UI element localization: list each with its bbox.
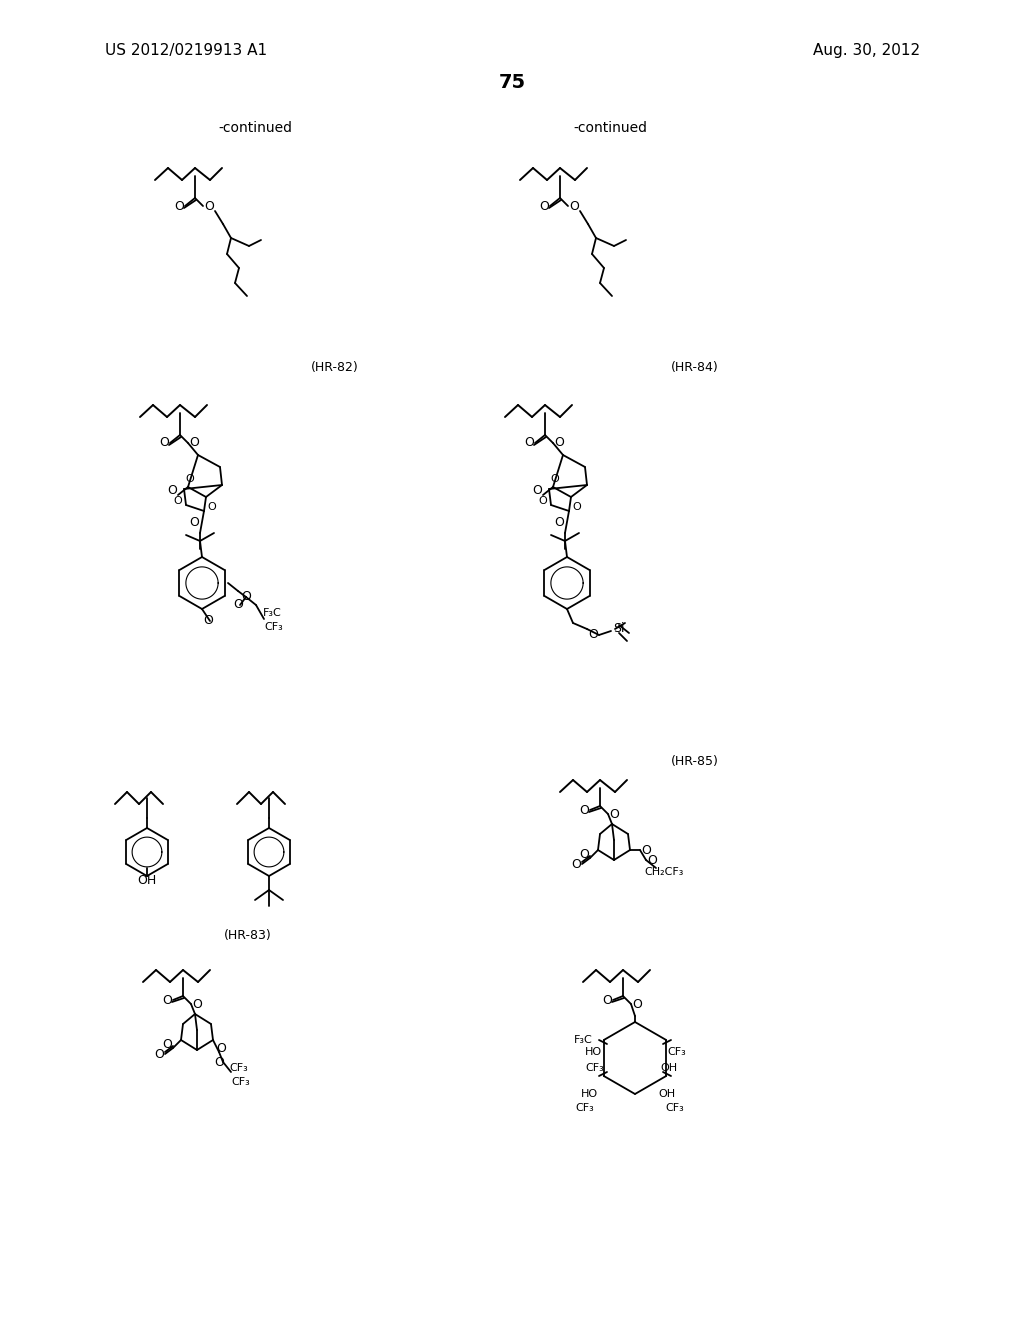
Text: O: O [572,502,582,512]
Text: CF₃: CF₃ [586,1063,604,1073]
Text: F₃C: F₃C [262,609,282,618]
Text: CH₂CF₃: CH₂CF₃ [644,867,684,876]
Text: O: O [539,199,549,213]
Text: HO: HO [585,1047,601,1057]
Text: (HR-83): (HR-83) [224,928,272,941]
Text: CF₃: CF₃ [666,1104,684,1113]
Text: Si: Si [613,623,625,635]
Text: O: O [208,502,216,512]
Text: O: O [203,615,213,627]
Text: O: O [162,1038,172,1051]
Text: O: O [154,1048,164,1060]
Text: Aug. 30, 2012: Aug. 30, 2012 [813,42,920,58]
Text: O: O [216,1041,226,1055]
Text: US 2012/0219913 A1: US 2012/0219913 A1 [105,42,267,58]
Text: O: O [641,843,651,857]
Text: CF₃: CF₃ [231,1077,251,1086]
Text: O: O [174,496,182,506]
Text: O: O [571,858,581,870]
Text: O: O [579,847,589,861]
Text: (HR-84): (HR-84) [671,362,719,375]
Text: OH: OH [137,874,157,887]
Text: O: O [539,496,548,506]
Text: O: O [569,199,579,213]
Text: O: O [609,808,618,821]
Text: O: O [532,484,542,498]
Text: CF₃: CF₃ [668,1047,686,1057]
Text: O: O [204,199,214,213]
Text: -continued: -continued [573,121,647,135]
Text: OH: OH [660,1063,678,1073]
Text: O: O [241,590,251,603]
Text: O: O [214,1056,224,1068]
Text: O: O [554,437,564,450]
Text: O: O [189,516,199,529]
Text: O: O [602,994,612,1006]
Text: CF₃: CF₃ [575,1104,594,1113]
Text: O: O [233,598,243,611]
Text: O: O [162,994,172,1006]
Text: CF₃: CF₃ [264,622,284,632]
Text: CF₃: CF₃ [229,1063,249,1073]
Text: O: O [588,628,598,642]
Text: 75: 75 [499,73,525,91]
Text: O: O [174,199,184,213]
Text: O: O [167,484,177,498]
Text: O: O [632,998,642,1011]
Text: O: O [554,516,564,529]
Text: O: O [159,437,169,450]
Text: -continued: -continued [218,121,292,135]
Text: O: O [647,854,657,866]
Text: O: O [579,804,589,817]
Text: OH: OH [658,1089,676,1100]
Text: HO: HO [581,1089,598,1100]
Text: O: O [193,998,202,1011]
Text: (HR-82): (HR-82) [311,362,358,375]
Text: O: O [189,437,199,450]
Text: F₃C: F₃C [573,1035,592,1045]
Text: (HR-85): (HR-85) [671,755,719,768]
Text: O: O [551,474,559,484]
Text: O: O [524,437,534,450]
Text: O: O [185,474,195,484]
